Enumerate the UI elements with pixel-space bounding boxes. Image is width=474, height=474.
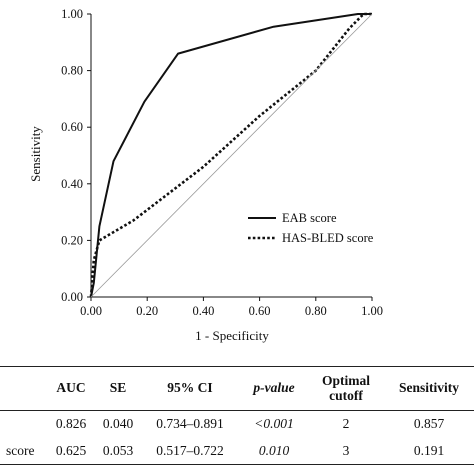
roc-summary-table-container: AUC SE 95% CI p-value Optimal cutoff Sens… [0,366,474,474]
y-tick-label: 0.00 [61,290,83,304]
cell-ci: 0.734–0.891 [156,416,224,432]
header-ci: 95% CI [167,380,213,396]
y-tick-label: 0.80 [61,64,83,78]
cell-cutoff: 2 [342,416,350,432]
x-tick-label: 0.40 [192,304,214,318]
cell-auc: 0.625 [55,442,87,458]
table-row: 0.826 0.040 0.734–0.891 <0.001 2 0.857 [0,411,474,438]
table-row: score 0.625 0.053 0.517–0.722 0.010 3 0.… [0,438,474,465]
row-label: score [6,442,35,458]
legend-label: HAS-BLED score [282,231,374,245]
legend-label: EAB score [282,211,337,225]
series-line-has-bled [89,12,372,298]
y-tick-label: 0.20 [61,233,83,247]
cell-se: 0.040 [102,416,134,432]
y-axis-label: Sensitivity [28,126,43,182]
header-se: SE [109,380,127,396]
y-tick-label: 0.40 [61,177,83,191]
roc-chart: 0.00 0.20 0.40 0.60 0.80 1.00 0.00 0.20 0.40 0.60… [28,7,383,343]
x-axis-label: 1 - Specificity [195,328,269,343]
x-tick-label: 0.20 [136,304,158,318]
y-tick-label: 1.00 [61,7,83,21]
header-sensitivity: Sensitivity [398,380,459,396]
table-header-row: AUC SE 95% CI p-value Optimal cutoff Sens… [0,366,474,411]
chart-legend: EAB score HAS-BLED score [248,211,374,245]
chart-series [89,12,373,298]
cell-auc: 0.826 [55,416,87,432]
roc-summary-table: AUC SE 95% CI p-value Optimal cutoff Sens… [0,366,474,465]
y-tick-label: 0.60 [61,120,83,134]
cell-p-value: 0.010 [258,442,290,458]
header-p-value: p-value [253,380,295,396]
x-tick-label: 0.00 [80,304,102,318]
x-tick-label: 0.60 [249,304,271,318]
chart-axes [90,14,372,298]
x-tick-label: 1.00 [361,304,383,318]
x-tick-label: 0.80 [305,304,327,318]
header-optimal-cutoff: Optimal cutoff [308,367,384,411]
header-optimal-cutoff-label: Optimal cutoff [321,373,370,403]
cell-p-value: <0.001 [254,416,294,432]
series-line-eab [90,13,372,298]
cell-se: 0.053 [102,442,134,458]
cell-ci: 0.517–0.722 [156,442,224,458]
cell-cutoff: 3 [342,442,350,458]
row-label [0,411,46,438]
cell-sensitivity: 0.857 [413,416,445,432]
reference-diagonal-line [90,13,373,298]
cell-sensitivity: 0.191 [413,442,445,458]
header-auc: AUC [56,380,86,396]
header-rowlabel [0,367,46,411]
chart-ticks: 0.00 0.20 0.40 0.60 0.80 1.00 0.00 0.20 0.40 0.60… [61,7,383,318]
